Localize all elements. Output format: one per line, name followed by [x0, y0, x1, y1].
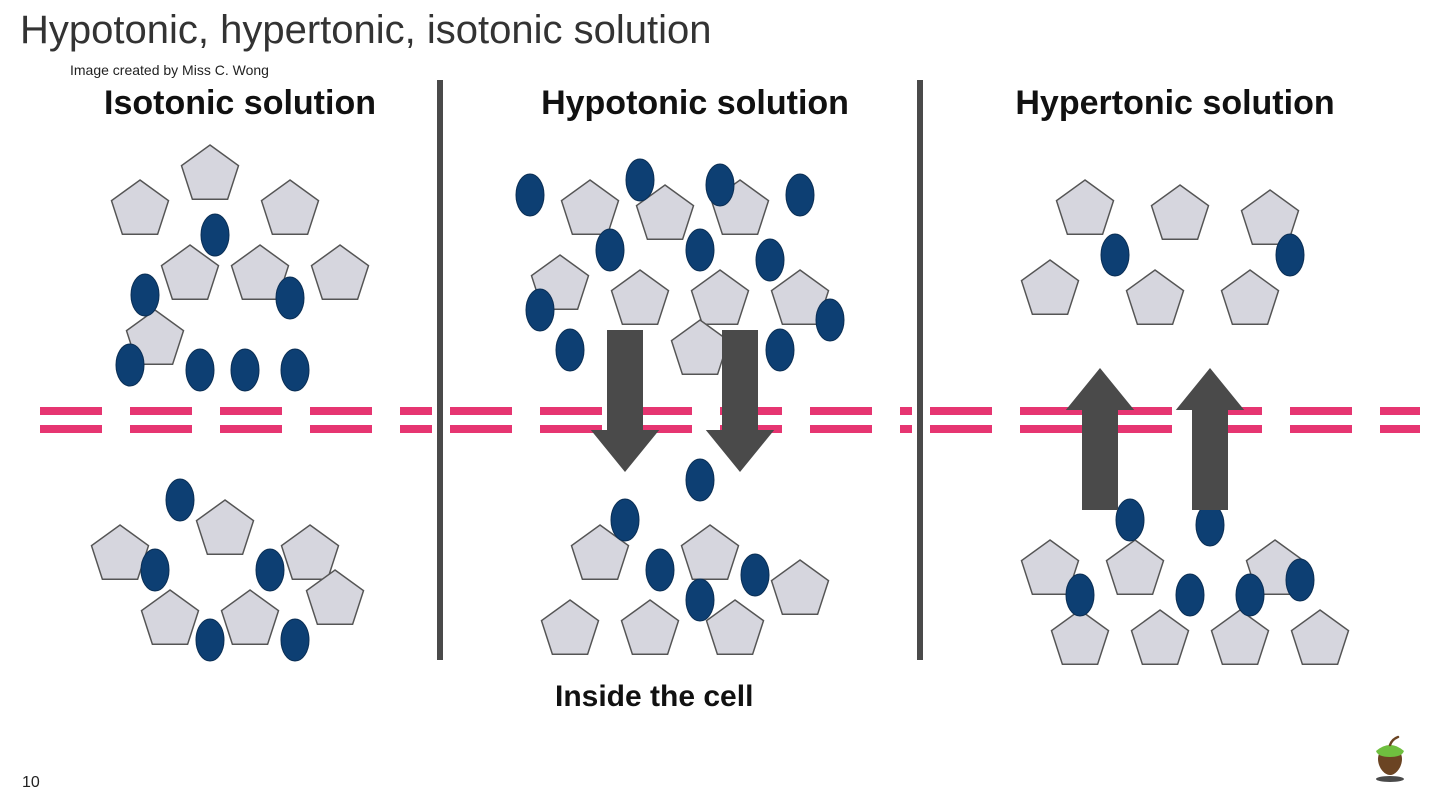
- pentagon-solute: [262, 180, 319, 234]
- water-molecule: [1196, 504, 1224, 546]
- pentagon-solute: [707, 600, 764, 654]
- pentagon-solute: [197, 500, 254, 554]
- water-molecule: [196, 619, 224, 661]
- membrane: [40, 411, 432, 429]
- pentagon-solute: [1222, 270, 1279, 324]
- pentagon-solute: [772, 560, 829, 614]
- water-molecule: [526, 289, 554, 331]
- water-molecule: [706, 164, 734, 206]
- water-molecule: [1276, 234, 1304, 276]
- pentagon-solute: [1152, 185, 1209, 239]
- pentagon-solute: [1132, 610, 1189, 664]
- panel-title-isotonic: Isotonic solution: [20, 84, 460, 123]
- flow-arrow-up: [1066, 368, 1134, 510]
- pentagon-solute: [282, 525, 339, 579]
- pentagon-solute: [1212, 610, 1269, 664]
- membrane: [930, 411, 1420, 429]
- water-molecule: [1116, 499, 1144, 541]
- pentagon-solute: [142, 590, 199, 644]
- page-number: 10: [22, 774, 40, 792]
- water-molecule: [276, 277, 304, 319]
- water-molecule: [626, 159, 654, 201]
- water-molecule: [646, 549, 674, 591]
- pentagon-solute: [312, 245, 369, 299]
- pentagon-solute: [672, 320, 729, 374]
- pentagon-solute: [1022, 260, 1079, 314]
- water-molecule: [186, 349, 214, 391]
- acorn-icon: [1368, 735, 1412, 788]
- pentagon-solute: [182, 145, 239, 199]
- pentagon-solute: [112, 180, 169, 234]
- panel-title-hypotonic: Hypotonic solution: [475, 84, 915, 123]
- water-molecule: [256, 549, 284, 591]
- water-molecule: [166, 479, 194, 521]
- pentagon-solute: [92, 525, 149, 579]
- flow-arrow-down: [591, 330, 659, 472]
- pentagon-solute: [682, 525, 739, 579]
- pentagon-solute: [562, 180, 619, 234]
- pentagon-solute: [222, 590, 279, 644]
- water-molecule: [141, 549, 169, 591]
- water-molecule: [116, 344, 144, 386]
- water-molecule: [686, 229, 714, 271]
- water-molecule: [1066, 574, 1094, 616]
- water-molecule: [816, 299, 844, 341]
- water-molecule: [281, 349, 309, 391]
- pentagon-solute: [692, 270, 749, 324]
- water-molecule: [201, 214, 229, 256]
- water-molecule: [281, 619, 309, 661]
- water-molecule: [611, 499, 639, 541]
- pentagon-solute: [542, 600, 599, 654]
- pentagon-solute: [1057, 180, 1114, 234]
- water-molecule: [756, 239, 784, 281]
- flow-arrow-up: [1176, 368, 1244, 510]
- pentagon-solute: [1107, 540, 1164, 594]
- water-molecule: [556, 329, 584, 371]
- water-molecule: [1286, 559, 1314, 601]
- water-molecule: [131, 274, 159, 316]
- pentagon-solute: [612, 270, 669, 324]
- water-molecule: [231, 349, 259, 391]
- water-molecule: [686, 579, 714, 621]
- panel-title-hypertonic: Hypertonic solution: [955, 84, 1395, 123]
- pentagon-solute: [622, 600, 679, 654]
- water-molecule: [686, 459, 714, 501]
- water-molecule: [766, 329, 794, 371]
- pentagon-solute: [1127, 270, 1184, 324]
- water-molecule: [1101, 234, 1129, 276]
- water-molecule: [1176, 574, 1204, 616]
- membrane: [450, 411, 912, 429]
- water-molecule: [596, 229, 624, 271]
- inside-cell-label: Inside the cell: [555, 680, 753, 714]
- water-molecule: [1236, 574, 1264, 616]
- water-molecule: [741, 554, 769, 596]
- water-molecule: [516, 174, 544, 216]
- pentagon-solute: [1292, 610, 1349, 664]
- water-molecule: [786, 174, 814, 216]
- pentagon-solute: [1052, 610, 1109, 664]
- slide: Hypotonic, hypertonic, isotonic solution…: [0, 0, 1440, 810]
